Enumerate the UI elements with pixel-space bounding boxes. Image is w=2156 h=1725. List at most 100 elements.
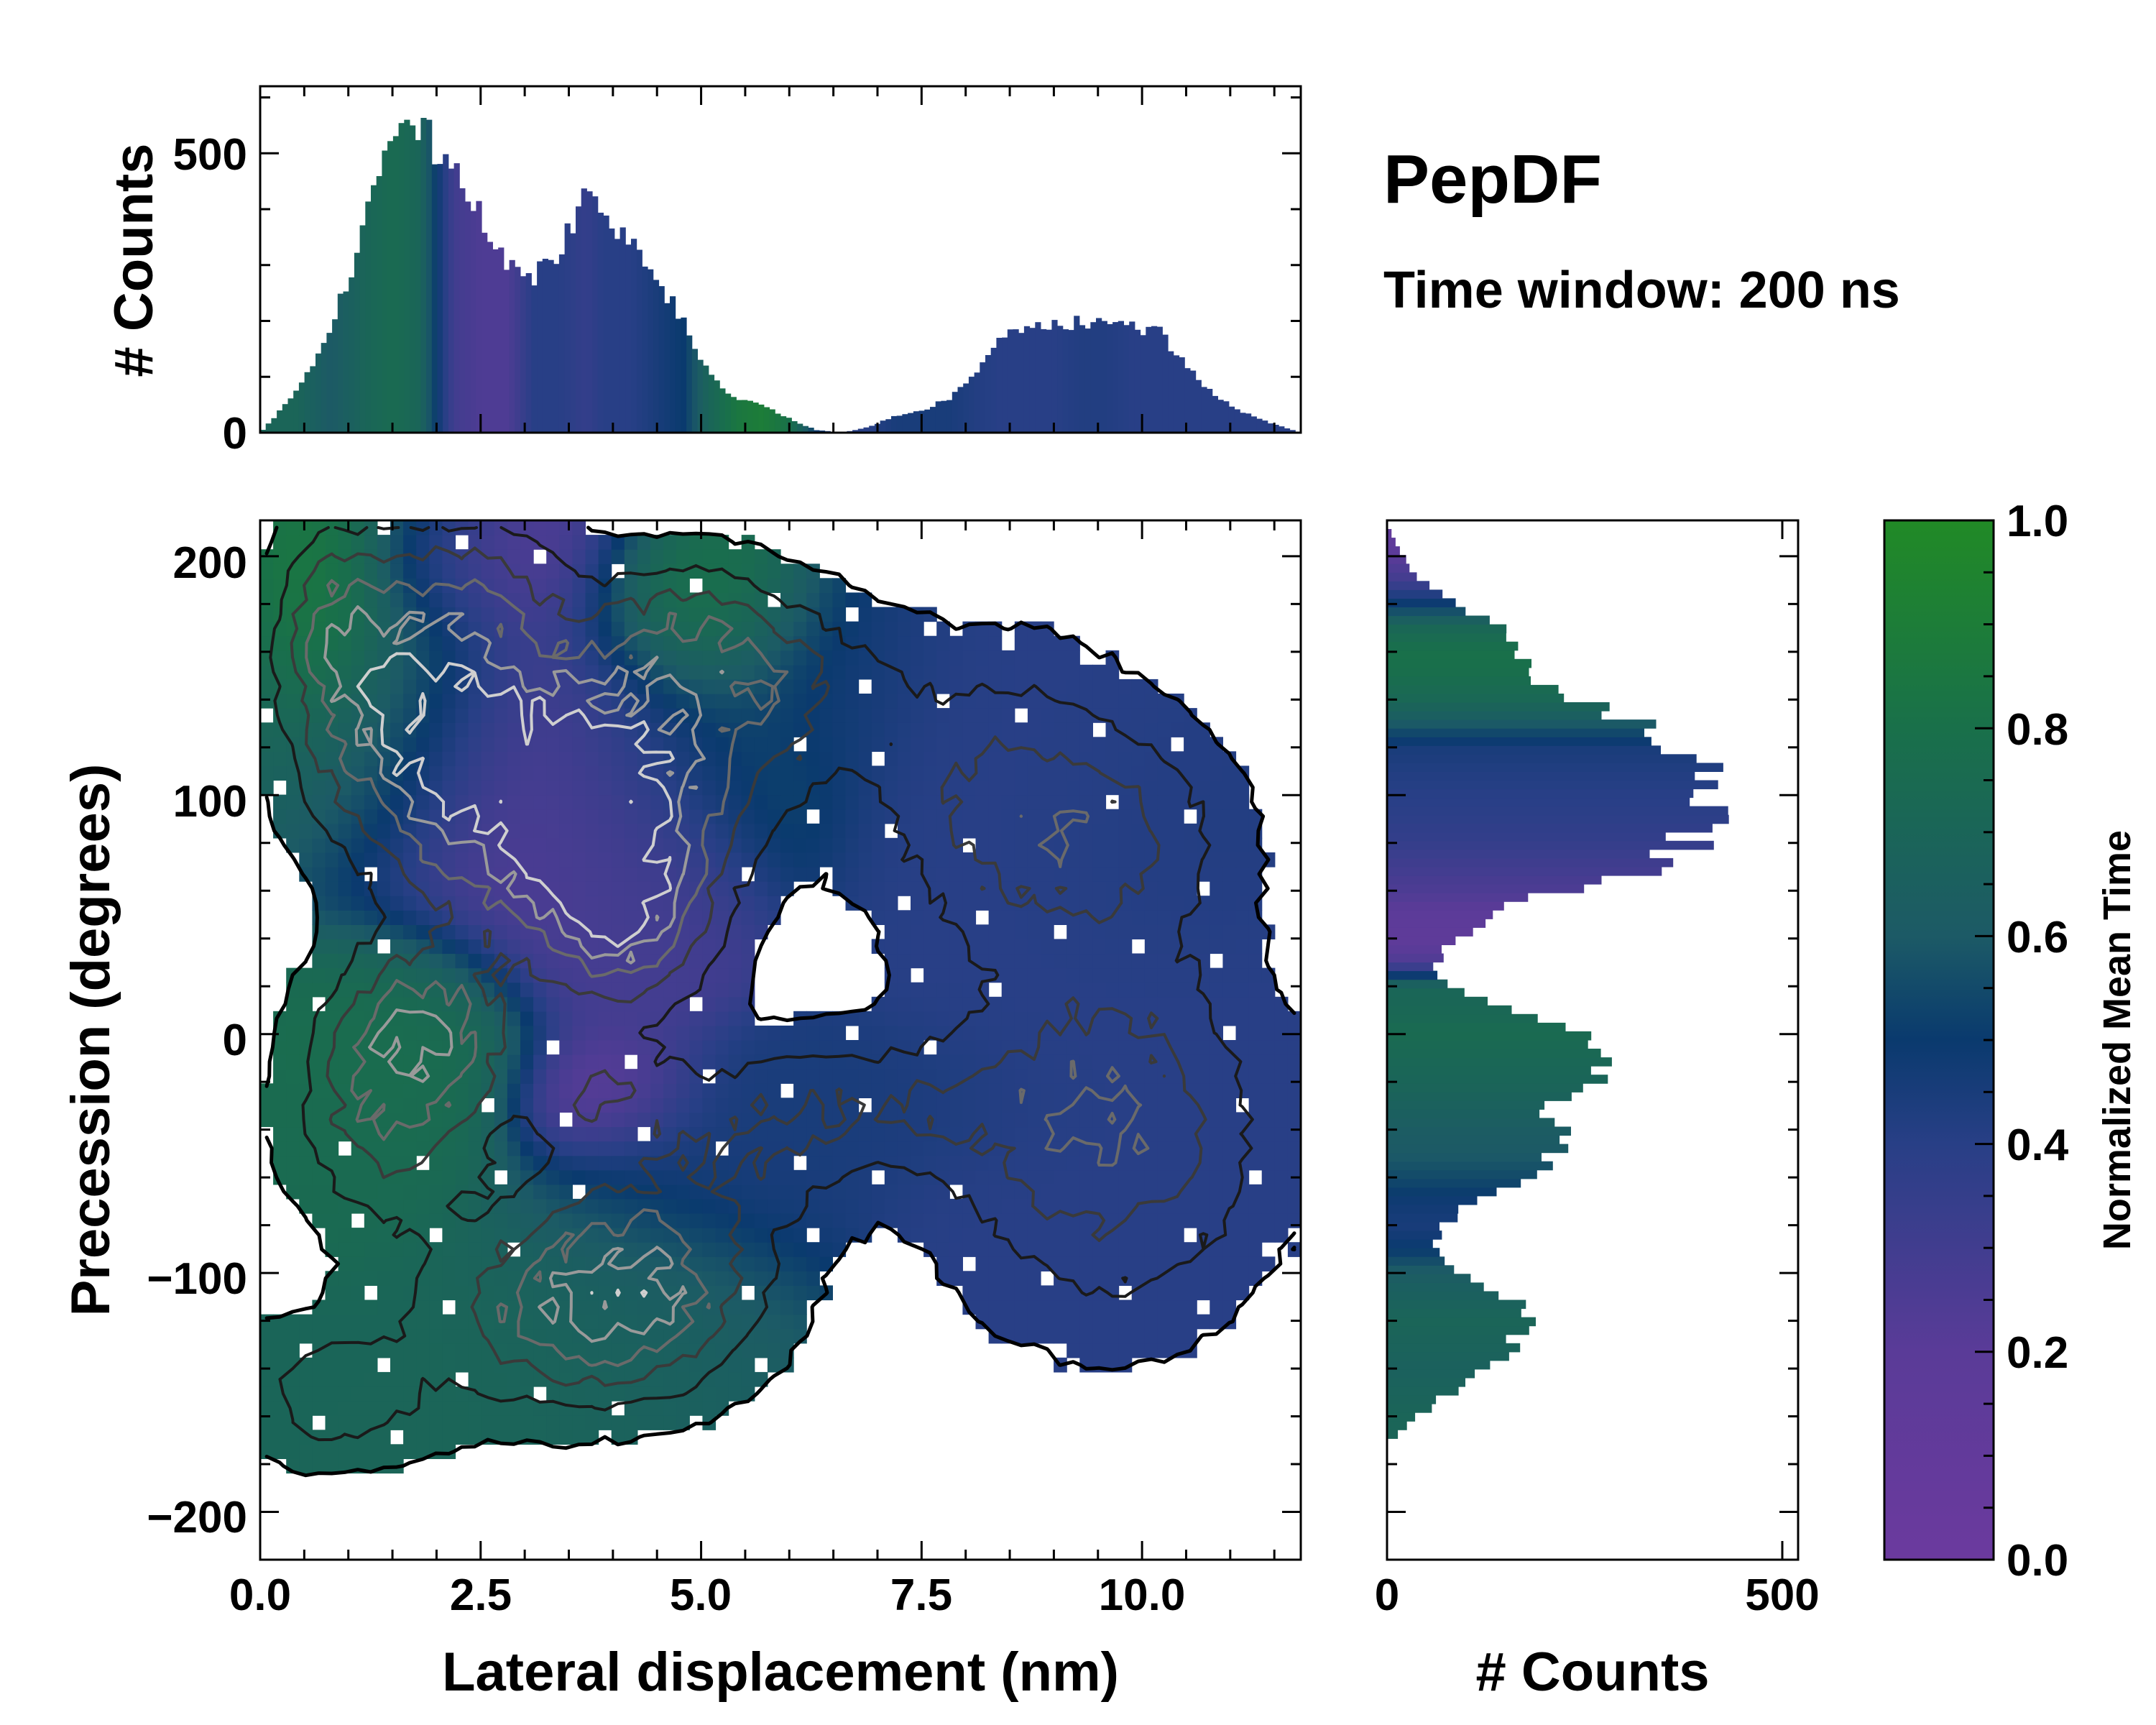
heatmap-cell	[1041, 794, 1054, 810]
heatmap-cell	[1157, 939, 1171, 954]
heatmap-cell	[832, 722, 847, 737]
heatmap-cell	[520, 1228, 534, 1243]
heatmap-cell	[676, 650, 690, 666]
heatmap-cell	[1184, 1213, 1197, 1228]
heatmap-cell	[481, 780, 495, 796]
heatmap-cell	[1054, 1112, 1067, 1128]
heatmap-cell	[663, 694, 677, 709]
heatmap-cell	[377, 1285, 391, 1301]
heatmap-cell	[1157, 1054, 1171, 1070]
heatmap-cell	[325, 910, 339, 925]
heatmap-cell	[1105, 924, 1120, 939]
heatmap-cell	[1027, 1328, 1041, 1344]
heatmap-cell	[1210, 1314, 1223, 1330]
heatmap-cell	[767, 1328, 781, 1344]
heatmap-cell	[507, 535, 521, 550]
heatmap-cell	[663, 737, 677, 752]
heatmap-cell	[429, 694, 443, 709]
heatmap-cell	[351, 794, 365, 810]
heatmap-cell	[533, 1401, 547, 1416]
heatmap-cell	[260, 564, 274, 579]
heatmap-cell	[1001, 809, 1015, 824]
heatmap-cell	[1092, 737, 1107, 752]
heatmap-cell	[468, 737, 482, 752]
heatmap-cell	[1144, 896, 1158, 911]
heatmap-cell	[338, 1328, 352, 1344]
heatmap-cell	[1171, 982, 1184, 998]
colorbar-gradient	[1884, 520, 1994, 1560]
heatmap-cell	[546, 1011, 560, 1026]
heatmap-cell	[1054, 1328, 1067, 1344]
heatmap-cell	[273, 1444, 287, 1459]
heatmap-cell	[507, 794, 521, 810]
heatmap-cell	[689, 1011, 703, 1026]
heatmap-cell	[338, 910, 352, 925]
heatmap-cell	[1184, 1069, 1197, 1084]
heatmap-cell	[975, 809, 990, 824]
heatmap-cell	[429, 1184, 443, 1200]
x-marginal-bar	[586, 191, 593, 433]
heatmap-cell	[741, 1357, 755, 1373]
heatmap-cell	[949, 1025, 963, 1041]
heatmap-cell	[1171, 1098, 1184, 1113]
heatmap-cell	[273, 564, 287, 579]
heatmap-cell	[1092, 896, 1107, 911]
heatmap-cell	[832, 737, 847, 752]
heatmap-cell	[494, 1054, 508, 1070]
heatmap-cell	[481, 564, 495, 579]
heatmap-cell	[364, 809, 378, 824]
heatmap-cell	[728, 592, 742, 608]
heatmap-cell	[442, 535, 456, 550]
heatmap-cell	[1157, 1169, 1171, 1185]
x-marginal-bar	[404, 119, 410, 433]
x-marginal-bar	[265, 423, 272, 433]
heatmap-cell	[481, 1285, 495, 1301]
heatmap-cell	[611, 1300, 625, 1315]
heatmap-cell	[520, 939, 534, 954]
heatmap-cell	[832, 1198, 847, 1214]
heatmap-cell	[325, 1444, 339, 1459]
heatmap-cell	[1067, 1256, 1080, 1271]
y-marginal-bar	[1387, 1378, 1465, 1387]
x-marginal-bar	[1035, 322, 1041, 433]
heatmap-cell	[364, 635, 378, 651]
heatmap-cell	[988, 896, 1003, 911]
heatmap-cell	[429, 1169, 443, 1185]
heatmap-cell	[1001, 1112, 1015, 1128]
heatmap-cell	[806, 737, 820, 752]
heatmap-cell	[546, 578, 560, 593]
heatmap-cell	[286, 996, 300, 1012]
x-marginal-bar	[1129, 321, 1135, 433]
heatmap-cell	[312, 1025, 326, 1041]
heatmap-cell	[546, 1285, 560, 1301]
heatmap-cell	[1105, 967, 1120, 983]
heatmap-cell	[520, 1054, 534, 1070]
heatmap-cell	[911, 1040, 924, 1055]
x-marginal-ticks	[259, 86, 1301, 434]
x-marginal-bar	[896, 415, 903, 433]
heatmap-cell	[468, 1256, 482, 1271]
heatmap-cell	[481, 1271, 495, 1286]
heatmap-cell	[429, 1069, 443, 1084]
heatmap-cell	[1118, 1256, 1133, 1271]
heatmap-cell	[793, 1314, 807, 1330]
heatmap-cell	[637, 635, 651, 651]
heatmap-cell	[1171, 1300, 1184, 1315]
heatmap-cell	[1118, 1198, 1133, 1214]
heatmap-cell	[598, 953, 612, 969]
heatmap-cell	[559, 678, 573, 694]
heatmap-cell	[858, 881, 872, 896]
y-marginal-bar	[1387, 1075, 1608, 1084]
heatmap-cell	[741, 564, 755, 579]
heatmap-cell	[546, 1126, 560, 1142]
heatmap-cell	[1274, 1228, 1289, 1243]
heatmap-cell	[845, 1155, 860, 1171]
x-marginal-bar	[260, 430, 267, 433]
heatmap-cell	[624, 607, 638, 622]
heatmap-cell	[338, 982, 352, 998]
heatmap-cell	[351, 1126, 365, 1142]
heatmap-cell	[936, 809, 950, 824]
heatmap-cell	[1027, 1228, 1041, 1243]
heatmap-cell	[1118, 996, 1133, 1012]
x-marginal-bar	[648, 269, 654, 433]
